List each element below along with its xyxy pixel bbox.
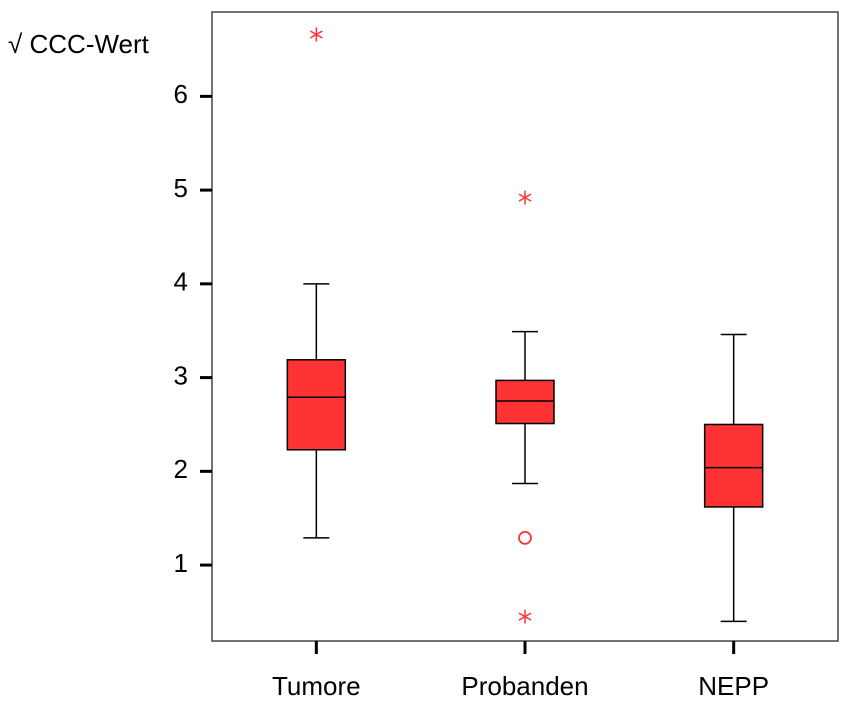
y-tick-label: 1	[174, 548, 188, 578]
outlier-marker	[518, 530, 532, 545]
y-tick-label: 2	[174, 454, 188, 484]
x-tick-label: Tumore	[272, 671, 361, 701]
plot-frame	[211, 11, 839, 642]
y-tick-label: 3	[174, 360, 188, 390]
extreme-marker	[309, 27, 323, 42]
extreme-marker	[518, 609, 532, 624]
y-tick-label: 6	[174, 79, 188, 109]
x-tick-label: Probanden	[461, 671, 588, 701]
extreme-marker	[518, 190, 532, 205]
star-stroke	[518, 193, 532, 202]
box	[495, 379, 555, 425]
y-tick-label: 5	[174, 173, 188, 203]
y-axis-label: √ CCC-Wert	[8, 29, 150, 59]
star-stroke	[518, 612, 532, 621]
star-stroke	[309, 30, 323, 39]
box	[286, 359, 347, 451]
x-tick-label: NEPP	[698, 671, 769, 701]
box	[703, 423, 764, 508]
y-tick-label: 4	[174, 267, 188, 297]
